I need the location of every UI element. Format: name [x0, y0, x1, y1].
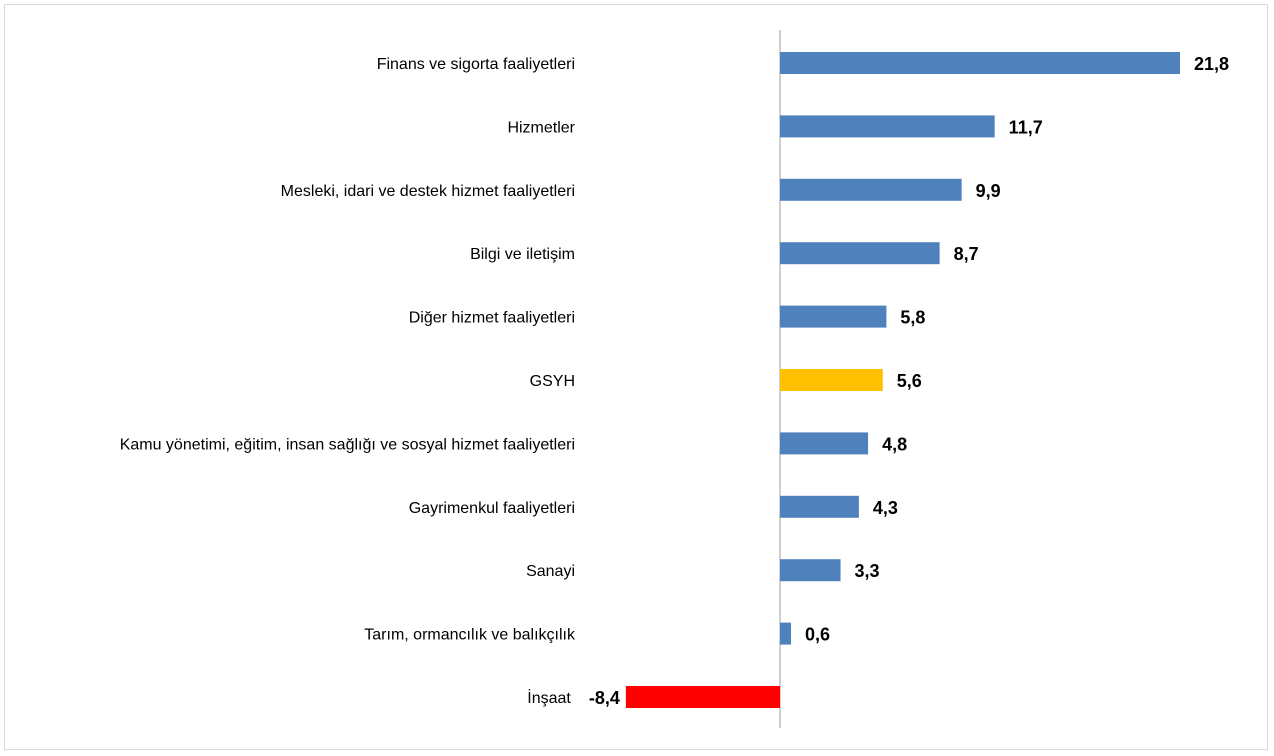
- data-label: 21,8: [1194, 54, 1229, 74]
- category-label: Sanayi: [526, 563, 575, 580]
- data-label: 0,6: [805, 625, 830, 645]
- data-label: 5,8: [900, 308, 925, 328]
- data-label: 11,7: [1009, 117, 1043, 137]
- bar: [780, 115, 995, 138]
- bar: [625, 686, 780, 708]
- bar: [780, 52, 1180, 74]
- data-label: 5,6: [897, 371, 922, 391]
- bar: [780, 432, 869, 455]
- data-label: -8,4: [589, 688, 620, 708]
- category-label: Mesleki, idari ve destek hizmet faaliyet…: [281, 183, 575, 200]
- category-label: Bilgi ve iletişim: [470, 246, 575, 263]
- category-label: Tarım, ormancılık ve balıkçılık: [364, 627, 576, 644]
- data-label: 3,3: [855, 561, 880, 581]
- bar: [780, 559, 841, 582]
- category-label: GSYH: [530, 373, 575, 390]
- category-label: Kamu yönetimi, eğitim, insan sağlığı ve …: [120, 436, 575, 453]
- bar: [780, 369, 883, 391]
- chart-frame: [4, 4, 1268, 750]
- bar: [780, 178, 962, 201]
- data-label: 9,9: [976, 181, 1001, 201]
- category-label: Hizmetler: [507, 119, 575, 136]
- bar: [780, 622, 792, 645]
- data-label: 4,3: [873, 498, 898, 518]
- category-label: Gayrimenkul faaliyetleri: [409, 500, 575, 517]
- category-label: İnşaat: [527, 688, 571, 707]
- data-label: 4,8: [882, 434, 907, 454]
- bar: [780, 242, 940, 265]
- bar: [780, 305, 887, 328]
- data-label: 8,7: [954, 244, 979, 264]
- bar: [780, 495, 859, 518]
- category-label: Finans ve sigorta faaliyetleri: [377, 56, 575, 73]
- category-label: Diğer hizmet faaliyetleri: [409, 310, 575, 327]
